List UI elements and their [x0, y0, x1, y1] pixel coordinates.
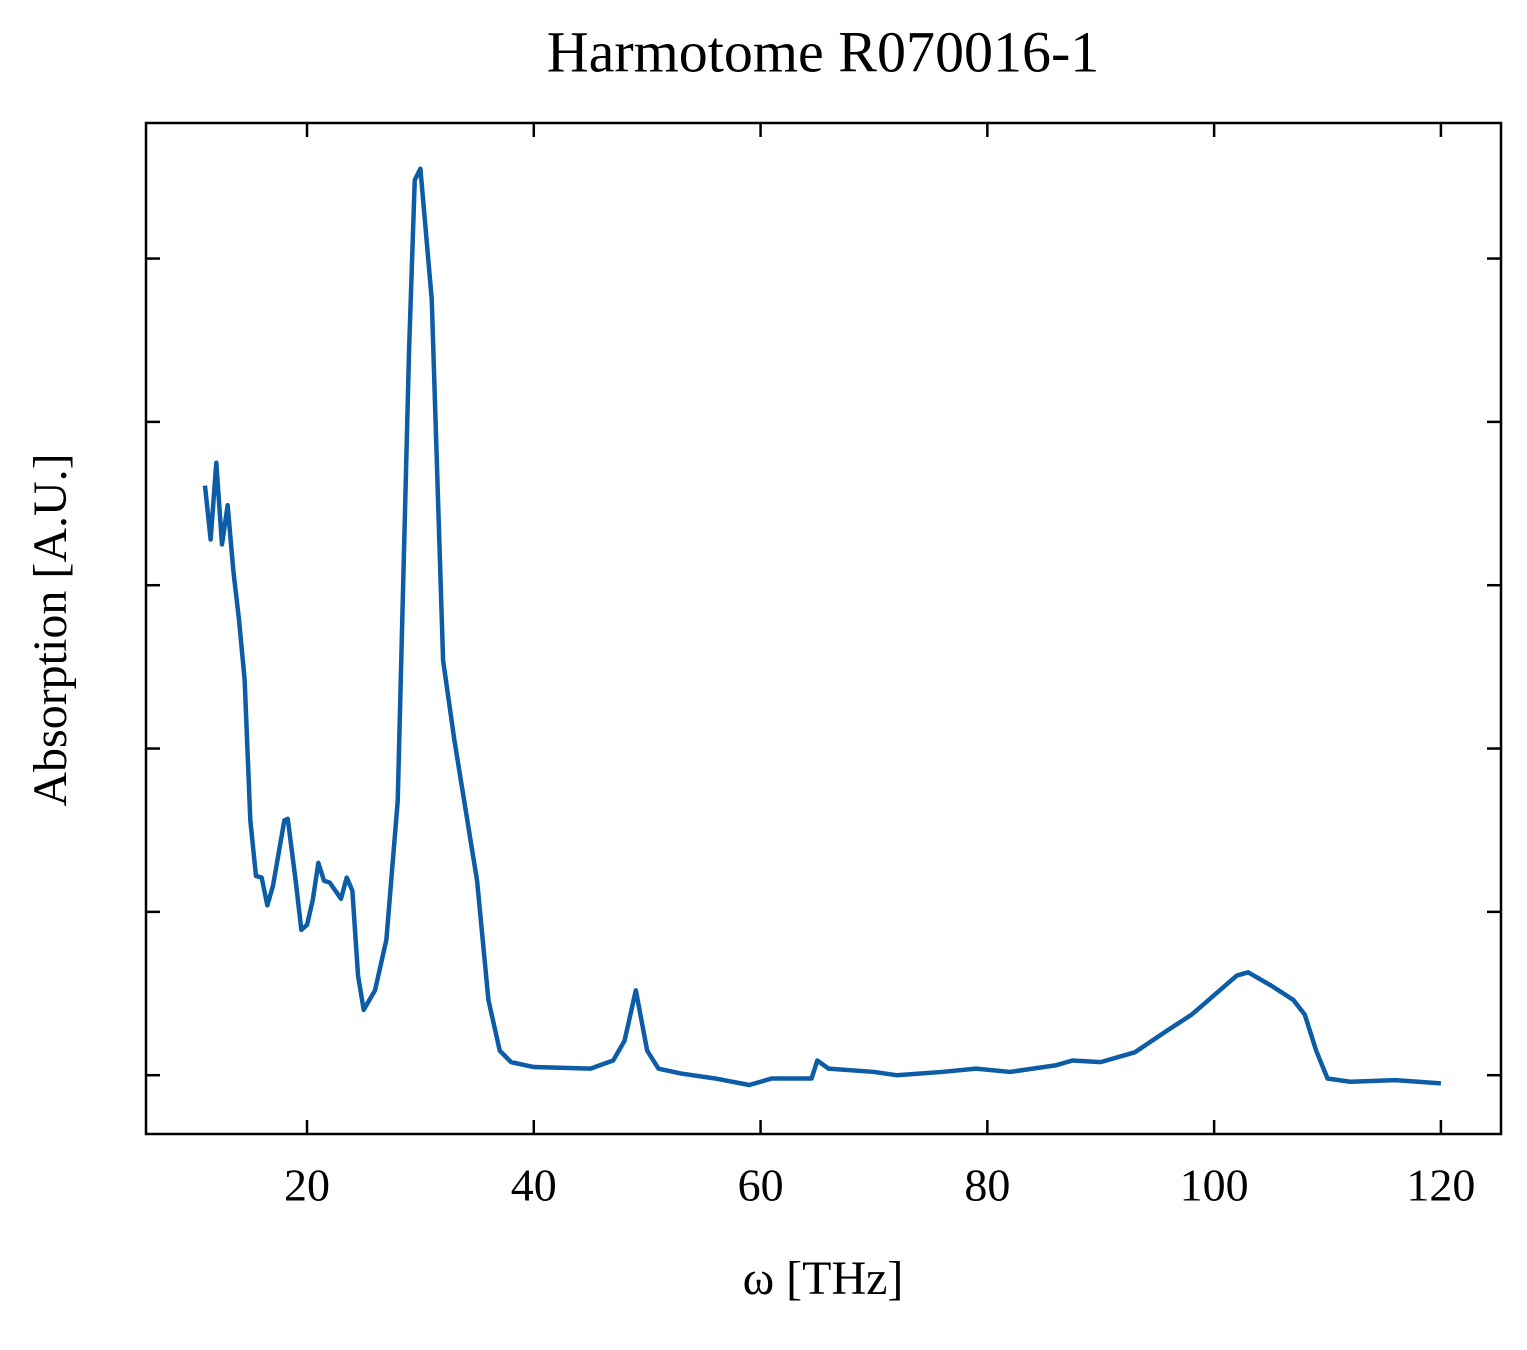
x-tick-label: 80	[964, 1160, 1010, 1211]
x-tick-label: 20	[284, 1160, 330, 1211]
data-line	[202, 166, 1442, 1088]
x-tick-label: 120	[1406, 1160, 1475, 1211]
x-tick-label: 60	[738, 1160, 784, 1211]
x-axis-label: ω [THz]	[743, 1252, 904, 1305]
y-axis-label: Absorption [A.U.]	[24, 453, 77, 806]
chart-title: Harmotome R070016-1	[547, 19, 1100, 84]
x-tick-label: 40	[511, 1160, 557, 1211]
x-tick-label: 100	[1180, 1160, 1249, 1211]
plot-frame	[144, 121, 1503, 1136]
